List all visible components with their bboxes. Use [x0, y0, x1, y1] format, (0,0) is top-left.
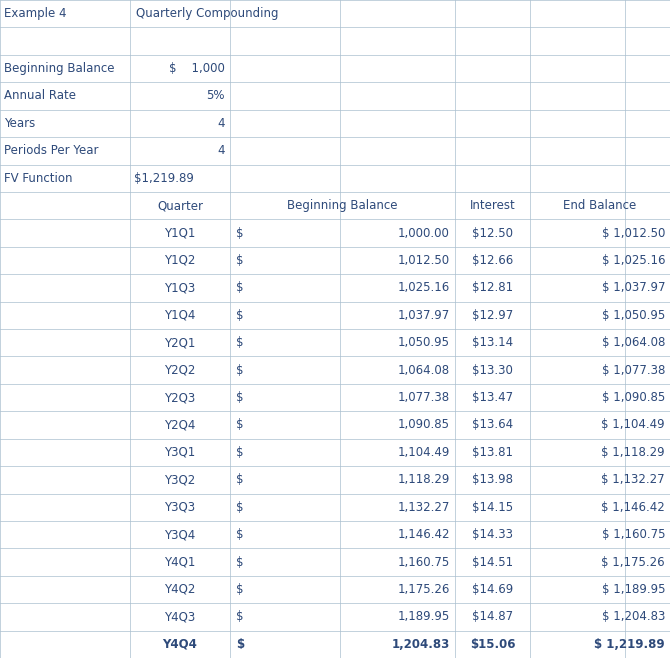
Text: $15.06: $15.06: [470, 638, 515, 651]
Text: $14.33: $14.33: [472, 528, 513, 541]
Text: 1,189.95: 1,189.95: [398, 611, 450, 623]
Text: $: $: [236, 501, 243, 514]
Text: $: $: [236, 254, 243, 267]
Text: Beginning Balance: Beginning Balance: [287, 199, 398, 212]
Text: Years: Years: [4, 117, 36, 130]
Text: $ 1,219.89: $ 1,219.89: [594, 638, 665, 651]
Text: $ 1,025.16: $ 1,025.16: [602, 254, 665, 267]
Text: 1,104.49: 1,104.49: [397, 446, 450, 459]
Text: 1,064.08: 1,064.08: [398, 364, 450, 376]
Text: $ 1,012.50: $ 1,012.50: [602, 226, 665, 240]
Text: Y4Q3: Y4Q3: [164, 611, 196, 623]
Text: 1,204.83: 1,204.83: [392, 638, 450, 651]
Text: Y1Q1: Y1Q1: [164, 226, 196, 240]
Text: $: $: [236, 391, 243, 404]
Text: $: $: [236, 583, 243, 596]
Text: $13.47: $13.47: [472, 391, 513, 404]
Text: $ 1,077.38: $ 1,077.38: [602, 364, 665, 376]
Text: 1,012.50: 1,012.50: [398, 254, 450, 267]
Text: 1,132.27: 1,132.27: [397, 501, 450, 514]
Text: $12.97: $12.97: [472, 309, 513, 322]
Text: $ 1,104.49: $ 1,104.49: [602, 418, 665, 432]
Text: End Balance: End Balance: [563, 199, 636, 212]
Text: $: $: [236, 528, 243, 541]
Text: $: $: [236, 418, 243, 432]
Text: 1,118.29: 1,118.29: [397, 473, 450, 486]
Text: Y2Q1: Y2Q1: [164, 336, 196, 349]
Text: $ 1,175.26: $ 1,175.26: [602, 555, 665, 569]
Text: $: $: [236, 611, 243, 623]
Text: 1,175.26: 1,175.26: [397, 583, 450, 596]
Text: Annual Rate: Annual Rate: [4, 89, 76, 103]
Text: $12.81: $12.81: [472, 282, 513, 294]
Text: $14.15: $14.15: [472, 501, 513, 514]
Text: Y3Q3: Y3Q3: [164, 501, 196, 514]
Text: $: $: [236, 226, 243, 240]
Text: $: $: [236, 282, 243, 294]
Text: $: $: [236, 309, 243, 322]
Text: Example 4: Example 4: [4, 7, 66, 20]
Text: $13.30: $13.30: [472, 364, 513, 376]
Text: Y3Q4: Y3Q4: [164, 528, 196, 541]
Text: $: $: [236, 473, 243, 486]
Text: Y2Q4: Y2Q4: [164, 418, 196, 432]
Text: $1,219.89: $1,219.89: [134, 172, 194, 185]
Text: 1,037.97: 1,037.97: [398, 309, 450, 322]
Text: $: $: [236, 364, 243, 376]
Text: 1,025.16: 1,025.16: [398, 282, 450, 294]
Text: 4: 4: [218, 117, 225, 130]
Text: $: $: [236, 555, 243, 569]
Text: Quarter: Quarter: [157, 199, 203, 212]
Text: $ 1,118.29: $ 1,118.29: [602, 446, 665, 459]
Text: $13.98: $13.98: [472, 473, 513, 486]
Text: $13.14: $13.14: [472, 336, 513, 349]
Text: $12.50: $12.50: [472, 226, 513, 240]
Text: Y2Q2: Y2Q2: [164, 364, 196, 376]
Text: $ 1,146.42: $ 1,146.42: [601, 501, 665, 514]
Text: 1,050.95: 1,050.95: [398, 336, 450, 349]
Text: $14.69: $14.69: [472, 583, 513, 596]
Text: $12.66: $12.66: [472, 254, 513, 267]
Text: Y1Q4: Y1Q4: [164, 309, 196, 322]
Text: Interest: Interest: [470, 199, 515, 212]
Text: 1,077.38: 1,077.38: [398, 391, 450, 404]
Text: $: $: [236, 446, 243, 459]
Text: 1,000.00: 1,000.00: [398, 226, 450, 240]
Text: $ 1,050.95: $ 1,050.95: [602, 309, 665, 322]
Text: Y3Q1: Y3Q1: [164, 446, 196, 459]
Text: Y4Q4: Y4Q4: [163, 638, 198, 651]
Text: $ 1,037.97: $ 1,037.97: [602, 282, 665, 294]
Text: $14.51: $14.51: [472, 555, 513, 569]
Text: 5%: 5%: [206, 89, 225, 103]
Text: $ 1,090.85: $ 1,090.85: [602, 391, 665, 404]
Text: $: $: [236, 638, 244, 651]
Text: $ 1,204.83: $ 1,204.83: [602, 611, 665, 623]
Text: Y4Q1: Y4Q1: [164, 555, 196, 569]
Text: 1,090.85: 1,090.85: [398, 418, 450, 432]
Text: 1,146.42: 1,146.42: [397, 528, 450, 541]
Text: $13.64: $13.64: [472, 418, 513, 432]
Text: $: $: [236, 336, 243, 349]
Text: Y2Q3: Y2Q3: [164, 391, 196, 404]
Text: $ 1,064.08: $ 1,064.08: [602, 336, 665, 349]
Text: Y1Q3: Y1Q3: [164, 282, 196, 294]
Text: 4: 4: [218, 144, 225, 157]
Text: $    1,000: $ 1,000: [169, 62, 225, 75]
Text: 1,160.75: 1,160.75: [398, 555, 450, 569]
Text: $13.81: $13.81: [472, 446, 513, 459]
Text: $ 1,160.75: $ 1,160.75: [602, 528, 665, 541]
Text: Y1Q2: Y1Q2: [164, 254, 196, 267]
Text: Periods Per Year: Periods Per Year: [4, 144, 98, 157]
Text: Y4Q2: Y4Q2: [164, 583, 196, 596]
Text: $ 1,189.95: $ 1,189.95: [602, 583, 665, 596]
Text: $ 1,132.27: $ 1,132.27: [602, 473, 665, 486]
Text: Y3Q2: Y3Q2: [164, 473, 196, 486]
Text: FV Function: FV Function: [4, 172, 72, 185]
Text: $14.87: $14.87: [472, 611, 513, 623]
Text: Quarterly Compounding: Quarterly Compounding: [136, 7, 279, 20]
Text: Beginning Balance: Beginning Balance: [4, 62, 115, 75]
